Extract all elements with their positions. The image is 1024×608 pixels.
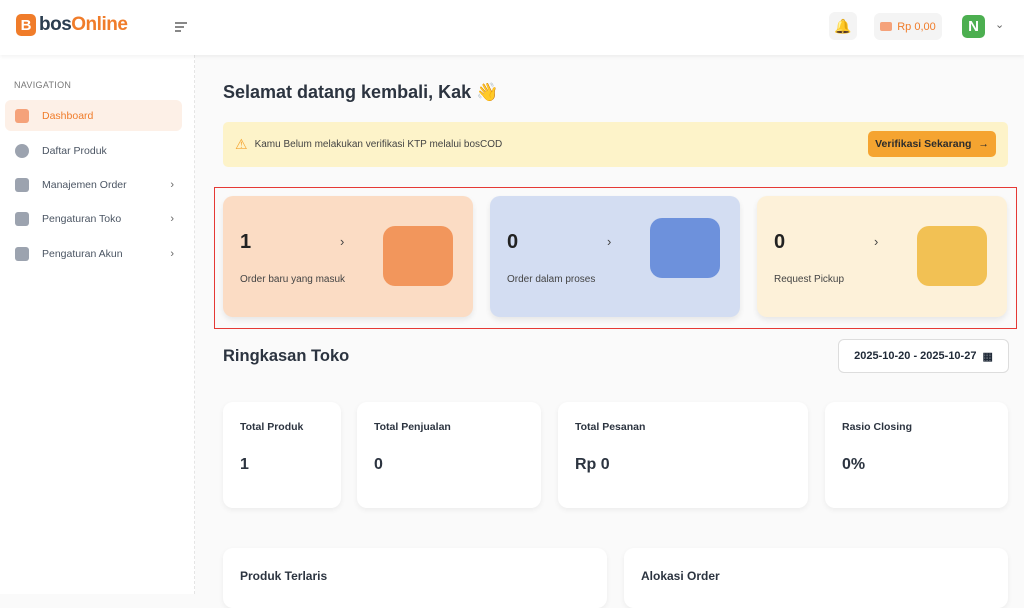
chevron-right-icon: › — [170, 212, 174, 225]
wallet-balance-button[interactable]: Rp 0,00 — [874, 13, 942, 40]
stat-card: Total Pesanan Rp 0 — [558, 402, 808, 508]
logo-suffix: Online — [71, 14, 128, 35]
highlight-box — [214, 187, 1017, 329]
user-icon — [15, 246, 29, 261]
stat-value: 0% — [842, 456, 866, 473]
sidebar-item-label: Manajemen Order — [42, 178, 127, 191]
shopping-cart-icon — [650, 218, 720, 278]
sidebar-item-label: Pengaturan Akun — [42, 247, 123, 260]
order-card-new[interactable]: 1 › Order baru yang masuk — [223, 196, 473, 317]
verify-label: Verifikasi Sekarang — [875, 138, 972, 150]
stat-value: 0 — [374, 456, 383, 473]
sidebar: NAVIGATION Dashboard Daftar Produk Manaj… — [0, 55, 195, 594]
stat-value: Rp 0 — [575, 456, 610, 473]
warning-icon: ⚠ — [235, 136, 248, 152]
sidebar-item-label: Dashboard — [42, 109, 94, 122]
order-count: 0 — [507, 231, 519, 253]
verify-now-button[interactable]: Verifikasi Sekarang → — [868, 131, 996, 157]
date-range-picker[interactable]: 2025-10-20 - 2025-10-27 ▦ — [838, 339, 1009, 373]
nav-section-label: NAVIGATION — [14, 80, 72, 90]
chevron-right-icon: › — [340, 234, 345, 249]
order-label: Order baru yang masuk — [240, 274, 346, 285]
logo[interactable]: B bosOnline — [16, 14, 128, 36]
sidebar-item-pengaturan-toko[interactable]: Pengaturan Toko › — [5, 203, 182, 234]
pickup-box-icon — [917, 226, 987, 286]
bag-icon — [15, 177, 29, 192]
order-card-pickup[interactable]: 0 › Request Pickup — [757, 196, 1007, 317]
wallet-icon — [880, 22, 893, 31]
calendar-icon: ▦ — [982, 350, 993, 363]
page-title: Selamat datang kembali, Kak 👋 — [223, 82, 499, 102]
stat-value: 1 — [240, 456, 249, 473]
balance-text: Rp 0,00 — [897, 20, 936, 33]
date-range-text: 2025-10-20 - 2025-10-27 — [854, 350, 977, 362]
chevron-right-icon: › — [170, 178, 174, 191]
stat-card: Total Produk 1 — [223, 402, 341, 508]
dashboard-icon — [15, 108, 29, 123]
avatar[interactable]: N — [962, 15, 985, 38]
verification-banner: ⚠ Kamu Belum melakukan verifikasi KTP me… — [223, 122, 1008, 167]
shopping-bag-icon — [383, 226, 453, 286]
best-products-card: Produk Terlaris — [223, 548, 607, 608]
sidebar-item-label: Pengaturan Toko — [42, 212, 122, 225]
stat-card: Rasio Closing 0% — [825, 402, 1008, 508]
banner-text: Kamu Belum melakukan verifikasi KTP mela… — [254, 139, 503, 150]
sidebar-item-daftar-produk[interactable]: Daftar Produk — [5, 135, 182, 166]
order-allocation-card: Alokasi Order — [624, 548, 1008, 608]
stat-title: Rasio Closing — [842, 421, 913, 433]
logo-prefix: bos — [39, 14, 72, 35]
notification-bell-icon[interactable]: 🔔 — [829, 12, 857, 40]
order-label: Order dalam proses — [507, 274, 596, 285]
chevron-down-icon[interactable]: ⌄ — [995, 19, 1005, 31]
stat-card: Total Penjualan 0 — [357, 402, 541, 508]
order-label: Request Pickup — [774, 274, 845, 285]
summary-title: Ringkasan Toko — [223, 347, 350, 365]
star-icon — [15, 143, 29, 158]
cart-icon — [15, 211, 29, 226]
sidebar-item-manajemen-order[interactable]: Manajemen Order › — [5, 169, 182, 200]
stat-title: Total Produk — [240, 421, 304, 433]
main-content: Selamat datang kembali, Kak 👋 ⚠ Kamu Bel… — [195, 55, 1024, 608]
chevron-right-icon: › — [170, 247, 174, 260]
sidebar-item-dashboard[interactable]: Dashboard — [5, 100, 182, 131]
chevron-right-icon: › — [874, 234, 879, 249]
order-card-processing[interactable]: 0 › Order dalam proses — [490, 196, 740, 317]
top-header: B bosOnline 🔔 Rp 0,00 N ⌄ — [0, 0, 1024, 55]
card-title: Produk Terlaris — [240, 569, 328, 583]
sidebar-item-label: Daftar Produk — [42, 144, 107, 157]
card-title: Alokasi Order — [641, 569, 720, 583]
stat-title: Total Pesanan — [575, 421, 646, 433]
chevron-right-icon: › — [607, 234, 612, 249]
order-count: 1 — [240, 231, 252, 253]
arrow-right-icon: → — [978, 138, 989, 150]
logo-mark: B — [16, 14, 36, 36]
menu-toggle-icon[interactable] — [175, 22, 187, 34]
stat-title: Total Penjualan — [374, 421, 451, 433]
sidebar-item-pengaturan-akun[interactable]: Pengaturan Akun › — [5, 238, 182, 269]
order-count: 0 — [774, 231, 786, 253]
